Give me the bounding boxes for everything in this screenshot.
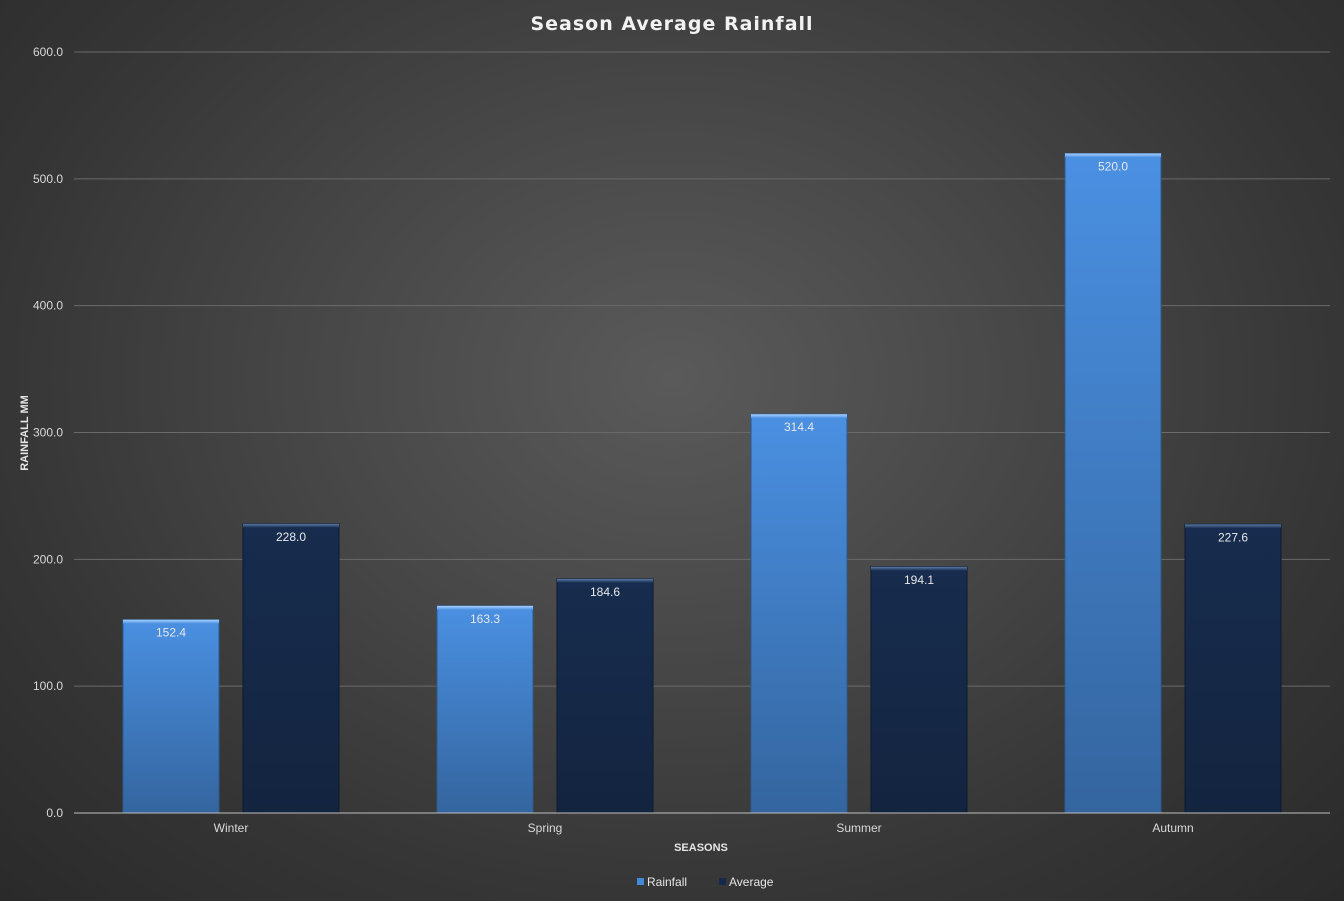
legend-label-rainfall: Rainfall xyxy=(647,875,687,889)
chart-title: Season Average Rainfall xyxy=(530,13,813,35)
x-tick-label-spring: Spring xyxy=(528,821,563,835)
data-label-average-summer: 194.1 xyxy=(904,573,934,587)
data-label-average-spring: 184.6 xyxy=(590,585,620,599)
data-label-rainfall-spring: 163.3 xyxy=(470,612,500,626)
y-tick-label: 600.0 xyxy=(33,45,63,59)
legend-label-average: Average xyxy=(729,875,774,889)
bar-rainfall-autumn xyxy=(1064,152,1162,814)
bar-cap-rainfall-autumn xyxy=(1065,153,1161,158)
x-tick-label-winter: Winter xyxy=(214,821,249,835)
bar-rainfall-winter xyxy=(122,619,220,814)
data-label-rainfall-summer: 314.4 xyxy=(784,420,814,434)
x-axis-title: SEASONS xyxy=(674,842,728,854)
y-tick-label: 500.0 xyxy=(33,172,63,186)
y-axis-ticks: 0.0 100.0 200.0 300.0 400.0 500.0 600.0 xyxy=(33,45,63,820)
data-label-average-winter: 228.0 xyxy=(276,530,306,544)
bar-cap-average-summer xyxy=(871,566,967,571)
bar-cap-rainfall-winter xyxy=(123,619,219,624)
y-tick-label: 400.0 xyxy=(33,299,63,313)
y-axis-title: RAINFALL MM xyxy=(19,395,31,471)
bar-cap-rainfall-summer xyxy=(751,414,847,419)
bar-average-winter xyxy=(242,523,340,814)
x-axis-ticks: Winter Spring Summer Autumn xyxy=(214,821,1194,835)
legend-swatch-average xyxy=(719,878,726,885)
legend-swatch-rainfall xyxy=(637,878,644,885)
data-label-rainfall-winter: 152.4 xyxy=(156,626,186,640)
bar-average-summer xyxy=(870,566,968,814)
legend-item-rainfall: Rainfall xyxy=(637,875,687,889)
data-label-average-autumn: 227.6 xyxy=(1218,530,1248,544)
bar-cap-average-autumn xyxy=(1185,524,1281,529)
bar-rainfall-spring xyxy=(436,605,534,814)
bar-cap-rainfall-spring xyxy=(437,605,533,610)
x-tick-label-autumn: Autumn xyxy=(1152,821,1193,835)
y-tick-label: 0.0 xyxy=(46,806,63,820)
x-tick-label-summer: Summer xyxy=(836,821,881,835)
bar-cap-average-spring xyxy=(557,578,653,583)
bar-average-autumn xyxy=(1184,523,1282,814)
y-tick-label: 200.0 xyxy=(33,552,63,566)
bar-rainfall-summer xyxy=(750,413,848,814)
y-tick-label: 300.0 xyxy=(33,426,63,440)
bars xyxy=(122,152,1282,814)
legend: Rainfall Average xyxy=(637,875,774,889)
y-tick-label: 100.0 xyxy=(33,679,63,693)
legend-item-average: Average xyxy=(719,875,774,889)
bar-average-spring xyxy=(556,578,654,814)
bar-cap-average-winter xyxy=(243,523,339,528)
data-labels: 152.4 228.0 163.3 184.6 314.4 194.1 520.0 227.6 xyxy=(156,159,1248,639)
data-label-rainfall-autumn: 520.0 xyxy=(1098,159,1128,173)
